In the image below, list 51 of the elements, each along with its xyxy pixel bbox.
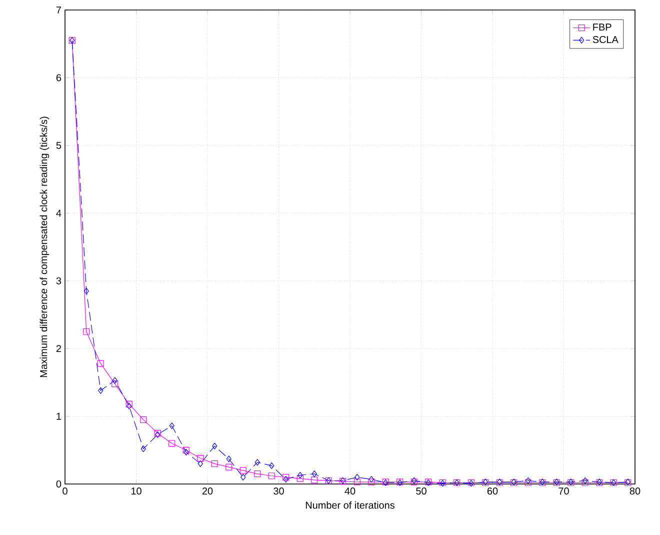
y-tick-label: 6 [56,74,62,82]
point [112,377,118,384]
point [354,478,360,486]
point [354,474,360,481]
y-tick-label: 2 [56,345,61,352]
x-axis-title: Number of iterations [306,501,394,509]
x-tick-label: 0 [62,488,68,495]
x-tick-label: 50 [416,488,426,495]
x-tick-label: 70 [558,488,569,495]
y-tick-label: 3 [56,277,62,284]
x-tick-label: 20 [202,488,213,495]
point [368,478,375,486]
y-tick-label: 4 [56,210,62,217]
x-tick-label: 10 [131,488,142,495]
y-axis-title: Maximum difference of compensated clock reading (ticks/s) [40,116,50,378]
point [269,462,274,470]
point [198,460,203,467]
point [97,360,104,367]
x-tick-label: 80 [630,488,640,495]
point [254,470,261,478]
point [268,472,275,480]
point [298,472,303,478]
point [197,454,204,462]
x-tick-label: 30 [274,488,284,495]
point [211,460,218,467]
point [226,456,232,462]
y-tick-label: 5 [56,142,62,149]
point [140,416,147,423]
point [168,440,176,447]
point [169,422,174,430]
point [312,470,317,478]
x-tick-label: 60 [487,488,498,495]
point [296,475,304,482]
point [140,446,146,452]
point [226,464,232,470]
y-tick-label: 7 [56,6,61,14]
point [254,459,260,466]
point [112,380,118,388]
point [83,328,90,335]
point [212,442,218,450]
legend-label: SCLA [592,36,618,44]
y-tick-label: 1 [56,412,61,420]
point [98,387,104,394]
x-tick-label: 40 [344,488,356,495]
point [311,476,318,484]
point [240,474,246,481]
y-tick-label: 0 [56,480,62,488]
legend-label: FBP [593,24,612,31]
point [84,288,89,294]
point [240,467,246,474]
point [368,476,374,483]
